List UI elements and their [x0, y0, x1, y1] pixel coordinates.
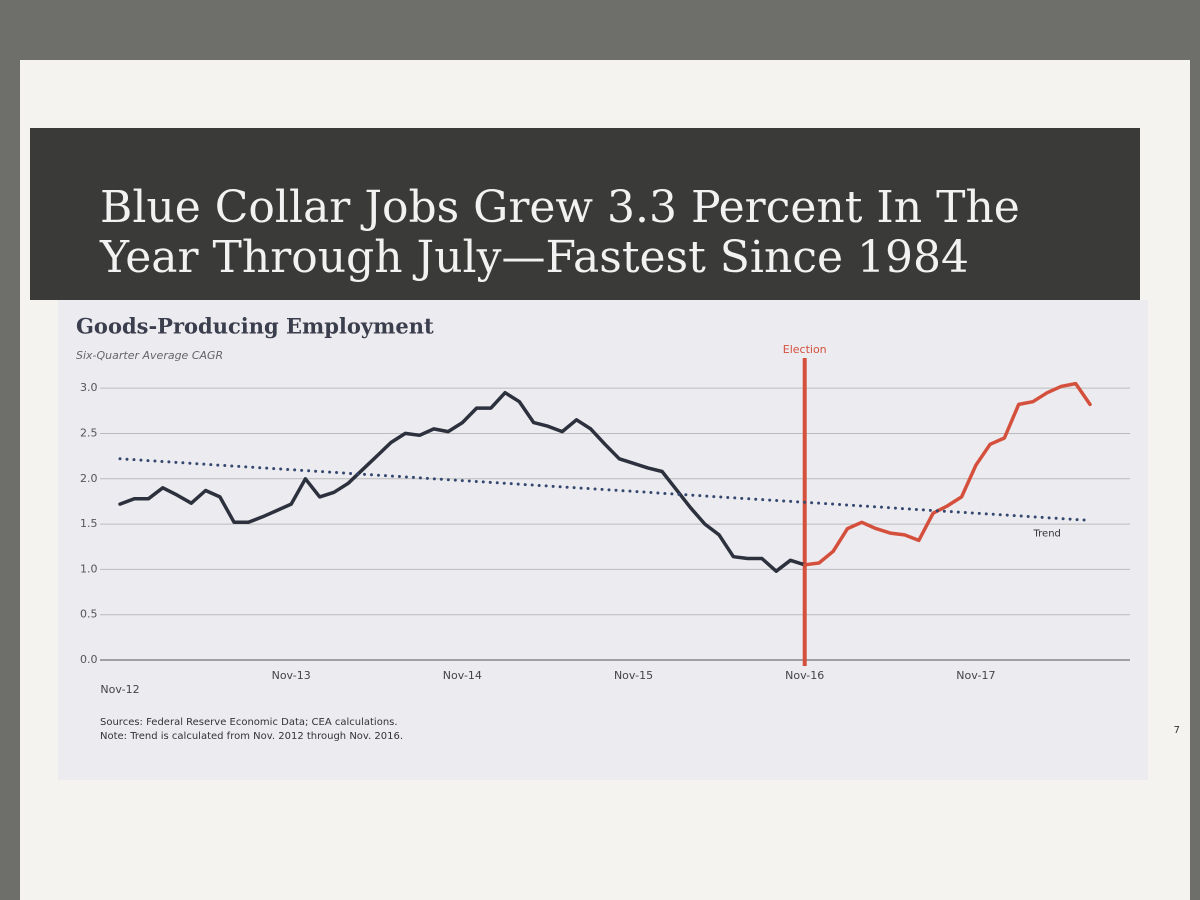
annotation: Election — [783, 343, 827, 356]
page-number: 7 — [1174, 725, 1180, 736]
y-tick-label: 1.5 — [80, 517, 98, 530]
note: Note: Trend is calculated from Nov. 2012… — [100, 731, 403, 742]
y-tick-label: 2.0 — [80, 472, 98, 485]
chart-title: Goods-Producing Employment — [76, 314, 434, 339]
banner — [30, 128, 1140, 300]
x-tick-label: Nov-16 — [785, 669, 824, 682]
y-tick-label: 2.5 — [80, 426, 98, 439]
y-tick-label: 1.0 — [80, 562, 98, 575]
chart-panel — [58, 300, 1148, 780]
series-line — [802, 381, 1092, 567]
sources: Sources: Federal Reserve Economic Data; … — [100, 717, 398, 728]
series-label: Trend — [1033, 529, 1061, 540]
y-tick-label: 0.5 — [80, 608, 98, 621]
y-tick-label: 0.0 — [80, 653, 98, 666]
x-tick-label: Nov-14 — [443, 669, 482, 682]
series-line — [118, 457, 1092, 522]
x-tick-label: Nov-15 — [614, 669, 653, 682]
x-tick-label: Nov-17 — [956, 669, 995, 682]
y-tick-label: 3.0 — [80, 381, 98, 394]
chart-subtitle: Six-Quarter Average CAGR — [76, 349, 223, 362]
x-tick-label: Nov-13 — [272, 669, 311, 682]
page-title: Blue Collar Jobs Grew 3.3 Percent In The… — [99, 182, 1034, 283]
series-line — [118, 390, 807, 573]
x-tick-label: Nov-12 — [100, 683, 139, 696]
